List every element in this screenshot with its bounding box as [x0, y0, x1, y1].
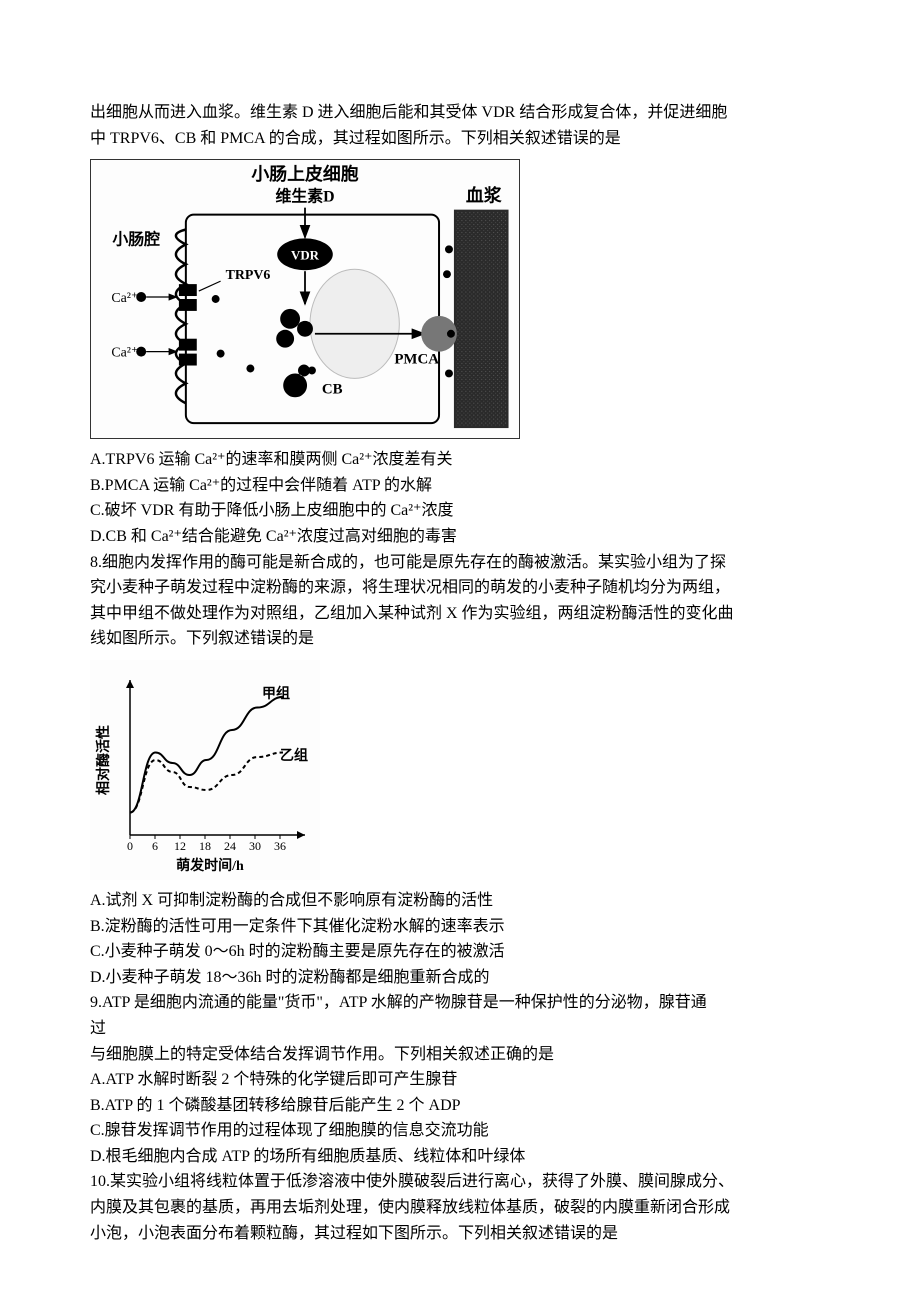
inner-ca-1 — [212, 295, 220, 303]
microvilli — [176, 230, 186, 404]
inner-ca-3 — [246, 365, 254, 373]
q8-intro-4: 线如图所示。下列叙述错误的是 — [90, 626, 830, 652]
label-ca-2: Ca²⁺ — [111, 346, 138, 361]
trpv6-channel-2b — [179, 354, 197, 366]
q9-option-b: B.ATP 的 1 个磷酸基团转移给腺苷后能产生 2 个 ADP — [90, 1093, 830, 1119]
q8-option-d: D.小麦种子萌发 18～36h 时的淀粉酶都是细胞重新合成的 — [90, 965, 830, 991]
q8-intro-2: 究小麦种子萌发过程中淀粉酶的来源，将生理状况相同的萌发的小麦种子随机均分为两组， — [90, 575, 830, 601]
svg-text:6: 6 — [152, 839, 158, 853]
svg-text:18: 18 — [199, 839, 211, 853]
x-axis-label: 萌发时间/h — [176, 857, 244, 874]
q7-intro-line1: 出细胞从而进入血浆。维生素 D 进入细胞后能和其受体 VDR 结合形成复合体，并… — [90, 100, 830, 126]
label-trpv6: TRPV6 — [226, 268, 271, 283]
q9-intro-1: 9.ATP 是细胞内流通的能量"货币"，ATP 水解的产物腺苷是一种保护性的分泌… — [90, 990, 830, 1016]
cb-dot — [308, 367, 316, 375]
plasma-dot-2 — [443, 270, 451, 278]
y-axis-label: 相对酶活性 — [95, 725, 112, 795]
nucleus — [310, 269, 399, 378]
q8-intro-3: 其中甲组不做处理作为对照组，乙组加入某种试剂 X 作为实验组，两组淀粉酶活性的变… — [90, 601, 830, 627]
plasma-dot-1 — [445, 246, 453, 254]
x-axis-arrow — [297, 831, 305, 839]
label-ca-1: Ca²⁺ — [111, 291, 138, 306]
q8-chart-svg: 相对酶活性 0 6 12 18 24 30 36 萌发时间/h 甲组 乙组 — [90, 660, 320, 880]
svg-text:36: 36 — [274, 839, 286, 853]
cb-shape — [283, 365, 310, 398]
trpv6-pointer — [199, 281, 221, 291]
trpv6-channel-2 — [179, 339, 197, 351]
q9-option-d: D.根毛细胞内合成 ATP 的场所有细胞质基质、线粒体和叶绿体 — [90, 1144, 830, 1170]
q10-intro-1: 10.某实验小组将线粒体置于低渗溶液中使外膜破裂后进行离心，获得了外膜、膜间腺成… — [90, 1169, 830, 1195]
label-cb: CB — [322, 382, 343, 398]
label-plasma: 血浆 — [466, 185, 502, 206]
q8-option-b: B.淀粉酶的活性可用一定条件下其催化淀粉水解的速率表示 — [90, 914, 830, 940]
label-jia: 甲组 — [262, 685, 290, 702]
x-ticks: 0 6 12 18 24 30 36 — [127, 835, 286, 853]
series-jia-line — [130, 697, 283, 813]
trpv6-channel-1b — [179, 299, 197, 311]
q7-option-c: C.破坏 VDR 有助于降低小肠上皮细胞中的 Ca²⁺浓度 — [90, 498, 830, 524]
q8-chart: 相对酶活性 0 6 12 18 24 30 36 萌发时间/h 甲组 乙组 — [90, 660, 320, 880]
q7-figure: 小肠上皮细胞 维生素D 血浆 小肠腔 TRPV6 Ca²⁺ — [90, 159, 520, 439]
pmca-dot — [447, 330, 455, 338]
q7-option-a: A.TRPV6 运输 Ca²⁺的速率和膜两侧 Ca²⁺浓度差有关 — [90, 447, 830, 473]
q7-intro-line2: 中 TRPV6、CB 和 PMCA 的合成，其过程如图所示。下列相关叙述错误的是 — [90, 126, 830, 152]
q7-option-d: D.CB 和 Ca²⁺结合能避免 Ca²⁺浓度过高对细胞的毒害 — [90, 524, 830, 550]
series-yi-line — [130, 752, 283, 812]
label-vdr: VDR — [291, 248, 320, 262]
q8-option-a: A.试剂 X 可抑制淀粉酶的合成但不影响原有淀粉酶的活性 — [90, 888, 830, 914]
q7-option-b: B.PMCA 运输 Ca²⁺的过程中会伴随着 ATP 的水解 — [90, 473, 830, 499]
trpv6-channel-1 — [179, 284, 197, 296]
svg-text:12: 12 — [174, 839, 186, 853]
q10-intro-3: 小泡，小泡表面分布着颗粒酶，其过程如下图所示。下列相关叙述错误的是 — [90, 1221, 830, 1247]
blob-3 — [276, 330, 294, 348]
label-vitd: 维生素D — [275, 187, 334, 206]
svg-text:30: 30 — [249, 839, 261, 853]
q10-intro-2: 内膜及其包裹的基质，再用去垢剂处理，使内膜释放线粒体基质，破裂的内膜重新闭合形成 — [90, 1195, 830, 1221]
q9-intro-2: 过 — [90, 1016, 830, 1042]
y-axis-arrow — [126, 680, 134, 688]
blob-1 — [280, 309, 300, 329]
plasma-texture — [456, 212, 507, 426]
label-cell-title: 小肠上皮细胞 — [251, 163, 358, 184]
q9-option-c: C.腺苷发挥调节作用的过程体现了细胞膜的信息交流功能 — [90, 1118, 830, 1144]
q7-diagram-svg: 小肠上皮细胞 维生素D 血浆 小肠腔 TRPV6 Ca²⁺ — [91, 160, 519, 438]
svg-text:24: 24 — [224, 839, 236, 853]
inner-ca-2 — [217, 350, 225, 358]
q9-option-a: A.ATP 水解时断裂 2 个特殊的化学键后即可产生腺苷 — [90, 1067, 830, 1093]
plasma-dot-3 — [445, 370, 453, 378]
q8-option-c: C.小麦种子萌发 0～6h 时的淀粉酶主要是原先存在的被激活 — [90, 939, 830, 965]
svg-text:0: 0 — [127, 839, 133, 853]
label-lumen: 小肠腔 — [112, 230, 160, 249]
label-yi: 乙组 — [280, 747, 308, 764]
q8-intro-1: 8.细胞内发挥作用的酶可能是新合成的，也可能是原先存在的酶被激活。某实验小组为了… — [90, 550, 830, 576]
q9-intro-3: 与细胞膜上的特定受体结合发挥调节作用。下列相关叙述正确的是 — [90, 1042, 830, 1068]
blob-2 — [297, 321, 313, 337]
label-pmca: PMCA — [394, 352, 439, 368]
